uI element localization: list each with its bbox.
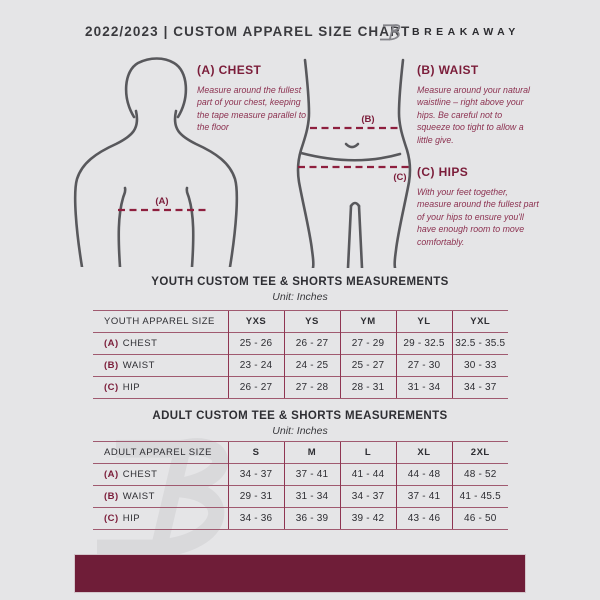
adult-chest-row: (A) CHEST 34 - 37 37 - 41 41 - 44 44 - 48… [93, 463, 508, 486]
hips-guide-text: With your feet together, measure around … [417, 187, 539, 222]
size-cell: 34 - 37 [227, 463, 284, 486]
size-cell: 34 - 37 [339, 485, 396, 508]
adult-size-m: M [283, 441, 340, 464]
size-cell: 23 - 24 [227, 354, 284, 377]
size-cell: 27 - 28 [283, 376, 340, 399]
row-prefix: (C) [104, 513, 119, 524]
youth-hip-row: (C) HIP 26 - 27 27 - 28 28 - 31 31 - 34 3… [93, 376, 508, 399]
size-cell: 25 - 26 [227, 332, 284, 355]
size-cell: 39 - 42 [339, 507, 396, 530]
youth-table-unit: Unit: Inches [272, 291, 328, 303]
row-label: CHEST [122, 469, 158, 480]
waist-guide-label: (B) WAIST [417, 63, 479, 77]
size-cell: 37 - 41 [395, 485, 452, 508]
size-cell: 26 - 27 [227, 376, 284, 399]
row-prefix: (B) [104, 360, 119, 371]
size-cell: 27 - 29 [339, 332, 396, 355]
youth-header-row: YOUTH APPAREL SIZE YXS YS YM YL YXL [93, 310, 508, 333]
youth-size-table: YOUTH APPAREL SIZE YXS YS YM YL YXL (A) C… [93, 310, 508, 399]
youth-table-title: YOUTH CUSTOM TEE & SHORTS MEASUREMENTS [151, 276, 449, 288]
youth-size-yxl: YXL [451, 310, 508, 333]
hips-guide-text-2: have enough room to move comfortably. [417, 224, 525, 247]
row-label: CHEST [122, 338, 158, 349]
lower-body-diagram: (B) (C) [296, 58, 412, 268]
size-cell: 25 - 27 [339, 354, 396, 377]
size-cell: 29 - 31 [227, 485, 284, 508]
size-cell: 24 - 25 [283, 354, 340, 377]
youth-header-label: YOUTH APPAREL SIZE [93, 310, 228, 333]
size-cell: 41 - 45.5 [451, 485, 508, 508]
youth-size-ym: YM [339, 310, 396, 333]
row-label: HIP [122, 513, 141, 524]
footer-bar [74, 554, 526, 593]
size-cell: 43 - 46 [395, 507, 452, 530]
adult-size-table: ADULT APPAREL SIZE S M L XL 2XL (A) CHEST… [93, 441, 508, 530]
size-cell: 37 - 41 [283, 463, 340, 486]
size-cell: 41 - 44 [339, 463, 396, 486]
adult-size-s: S [227, 441, 284, 464]
page-title: 2022/2023 | CUSTOM APPAREL SIZE CHART [85, 24, 411, 39]
size-cell: 27 - 30 [395, 354, 452, 377]
hips-guide: (C) HIPS With your feet together, measur… [417, 165, 541, 248]
row-prefix: (C) [104, 382, 119, 393]
size-cell: 29 - 32.5 [395, 332, 452, 355]
size-cell: 31 - 34 [283, 485, 340, 508]
adult-waist-row: (B) WAIST 29 - 31 31 - 34 34 - 37 37 - 41… [93, 485, 508, 508]
chest-guide-text: Measure around the fullest part of your … [197, 85, 307, 133]
waist-line-marker: (B) [361, 114, 374, 125]
size-cell: 34 - 37 [451, 376, 508, 399]
adult-hip-row: (C) HIP 34 - 36 36 - 39 39 - 42 43 - 46 4… [93, 507, 508, 530]
row-label: WAIST [122, 360, 155, 371]
row-prefix: (A) [104, 469, 119, 480]
adult-header-row: ADULT APPAREL SIZE S M L XL 2XL [93, 441, 508, 464]
size-cell: 28 - 31 [339, 376, 396, 399]
size-cell: 34 - 36 [227, 507, 284, 530]
youth-chest-row: (A) CHEST 25 - 26 26 - 27 27 - 29 29 - 32… [93, 332, 508, 355]
youth-size-yxs: YXS [227, 310, 284, 333]
size-cell: 48 - 52 [451, 463, 508, 486]
adult-table-unit: Unit: Inches [272, 425, 328, 437]
size-cell: 32.5 - 35.5 [451, 332, 508, 355]
size-cell: 31 - 34 [395, 376, 452, 399]
adult-size-2xl: 2XL [451, 441, 508, 464]
adult-table-title: ADULT CUSTOM TEE & SHORTS MEASUREMENTS [152, 410, 448, 422]
adult-header-label: ADULT APPAREL SIZE [93, 441, 228, 464]
adult-size-l: L [339, 441, 396, 464]
hips-line-marker: (C) [393, 172, 406, 183]
row-prefix: (A) [104, 338, 119, 349]
row-label: HIP [122, 382, 141, 393]
brand-wordmark: BREAKAWAY [412, 26, 520, 38]
waist-guide: (B) WAIST Measure around your natural wa… [417, 63, 535, 146]
row-prefix: (B) [104, 491, 119, 502]
chest-guide: (A) CHEST Measure around the fullest par… [197, 63, 309, 134]
size-cell: 30 - 33 [451, 354, 508, 377]
chest-guide-label: (A) CHEST [197, 63, 262, 77]
hips-guide-label: (C) HIPS [417, 165, 469, 179]
youth-waist-row: (B) WAIST 23 - 24 24 - 25 25 - 27 27 - 30… [93, 354, 508, 377]
size-cell: 46 - 50 [451, 507, 508, 530]
row-label: WAIST [122, 491, 155, 502]
adult-size-xl: XL [395, 441, 452, 464]
youth-size-ys: YS [283, 310, 340, 333]
breakaway-logo-icon [380, 24, 401, 41]
youth-size-yl: YL [395, 310, 452, 333]
upper-body-diagram: (A) [73, 57, 239, 267]
size-cell: 44 - 48 [395, 463, 452, 486]
size-cell: 26 - 27 [283, 332, 340, 355]
waist-guide-text: Measure around your natural waistline – … [417, 85, 530, 145]
chest-line-marker: (A) [155, 196, 168, 207]
size-cell: 36 - 39 [283, 507, 340, 530]
